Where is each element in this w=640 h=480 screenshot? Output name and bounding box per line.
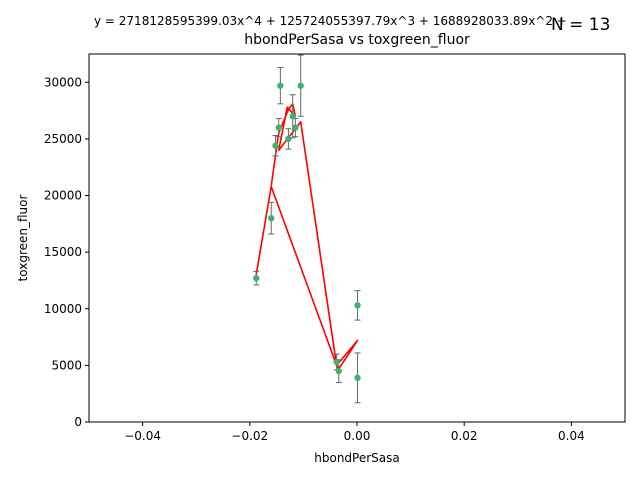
- data-point: [253, 274, 260, 282]
- x-axis: −0.04 −0.02 0.00 0.02 0.04: [124, 422, 585, 443]
- sample-count: N = 13: [551, 15, 610, 35]
- data-point-group: [253, 82, 361, 382]
- data-point: [272, 142, 279, 149]
- fit-equation: y = 2718128595399.03x^4 + 125724055397.7…: [94, 14, 567, 28]
- error-bar-group: [253, 54, 361, 404]
- plot-frame: [88, 53, 626, 423]
- data-point: [268, 214, 275, 222]
- data-point: [277, 82, 284, 89]
- y-axis-label: toxgreen_fluor: [16, 195, 30, 282]
- y-tick-label: 25000: [44, 132, 82, 146]
- data-point: [354, 302, 361, 309]
- y-tick-label: 20000: [44, 189, 82, 203]
- x-tick-label: 0.00: [344, 429, 371, 443]
- y-tick-label: 5000: [51, 358, 82, 372]
- data-point: [289, 113, 296, 120]
- x-tick-label: 0.04: [558, 429, 585, 443]
- data-point: [275, 124, 282, 131]
- y-axis: 0 5000 10000 15000 20000 25000 30000: [44, 75, 89, 429]
- fit-curve: [255, 103, 359, 370]
- y-tick-label: 10000: [44, 302, 82, 316]
- data-point: [285, 135, 292, 143]
- data-point: [297, 82, 304, 89]
- chart-title: hbondPerSasa vs toxgreen_fluor: [244, 32, 470, 48]
- y-tick-label: 30000: [44, 75, 82, 89]
- y-tick-label: 0: [74, 415, 82, 429]
- x-tick-label: −0.02: [231, 429, 268, 443]
- data-point: [335, 367, 342, 375]
- data-point: [292, 124, 299, 131]
- x-axis-label: hbondPerSasa: [314, 451, 400, 465]
- x-tick-label: 0.02: [451, 429, 478, 443]
- plot-area: [88, 53, 626, 423]
- y-tick-label: 15000: [44, 245, 82, 259]
- data-point: [354, 374, 361, 382]
- fit-curve-group: [255, 103, 359, 370]
- data-point: [333, 358, 340, 366]
- x-tick-label: −0.04: [124, 429, 161, 443]
